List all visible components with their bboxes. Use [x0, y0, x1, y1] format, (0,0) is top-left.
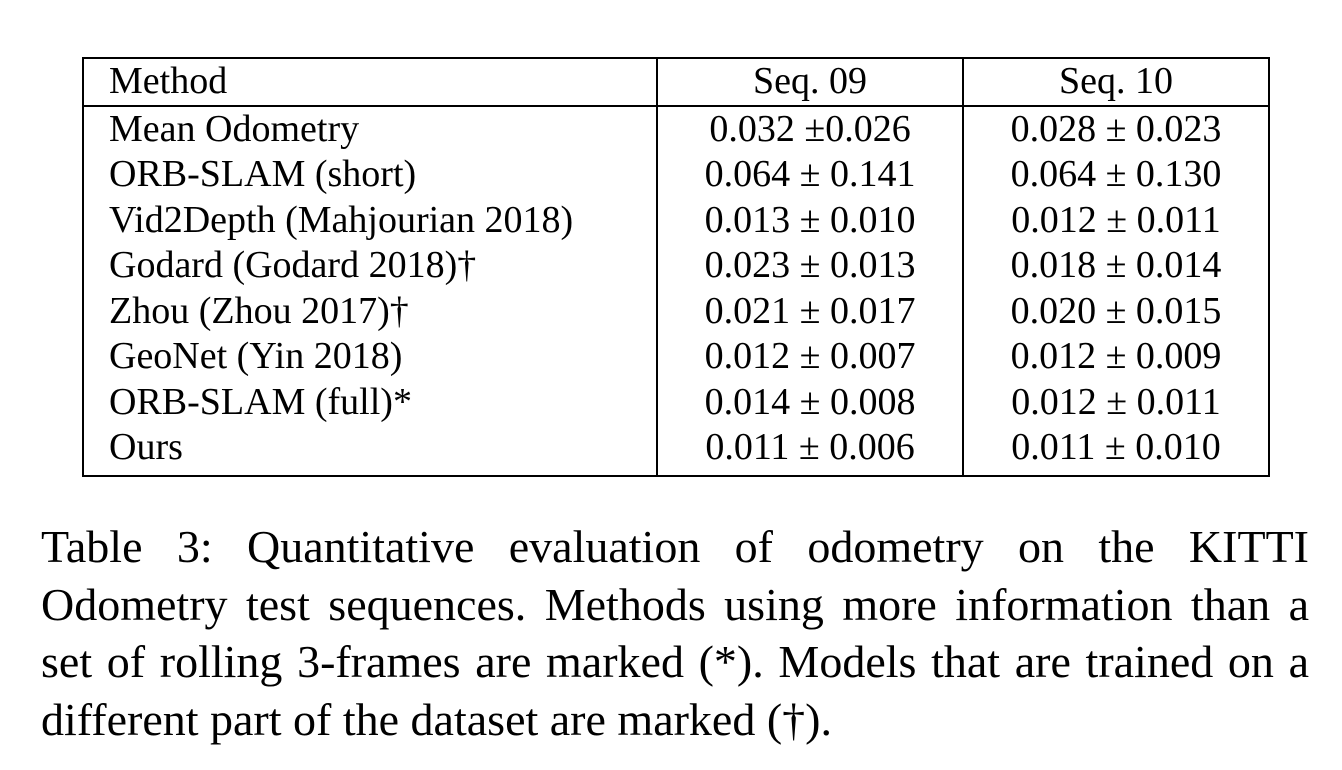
seq10-cell: 0.011 ± 0.010 [1011, 426, 1221, 468]
table-row: Zhou (Zhou 2017)† 0.021 ± 0.017 0.020 ± … [83, 288, 1269, 334]
seq10-cell: 0.018 ± 0.014 [1010, 244, 1222, 286]
method-cell: Godard (Godard 2018)† [83, 243, 659, 289]
seq10-cell: 0.012 ± 0.011 [1011, 198, 1221, 241]
seq10-cell: 0.064 ± 0.130 [1010, 153, 1222, 195]
table-body: Mean Odometry 0.032 ±0.026 0.028 ± 0.023… [83, 105, 1269, 476]
table-header-row: Method Seq. 09 Seq. 10 [83, 58, 1269, 106]
seq09-cell: 0.011 ± 0.006 [657, 425, 965, 476]
method-cell: Vid2Depth (Mahjourian 2018) [83, 197, 659, 243]
header-seq-10: Seq. 10 [1059, 60, 1173, 102]
method-cell: ORB-SLAM (short) [83, 152, 659, 198]
seq09-cell: 0.064 ± 0.141 [657, 152, 965, 198]
method-cell: Zhou (Zhou 2017)† [83, 288, 659, 334]
table-row: GeoNet (Yin 2018) 0.012 ± 0.007 0.012 ± … [83, 334, 1269, 380]
seq09-cell: 0.021 ± 0.017 [657, 288, 965, 334]
table-row: Godard (Godard 2018)† 0.023 ± 0.013 0.01… [83, 243, 1269, 289]
table-row: Mean Odometry 0.032 ±0.026 0.028 ± 0.023 [83, 105, 1269, 152]
seq10-cell: 0.012 ± 0.009 [1010, 335, 1222, 377]
seq10-cell: 0.012 ± 0.011 [1011, 380, 1221, 423]
seq09-cell: 0.023 ± 0.013 [657, 243, 965, 289]
table-caption: Table 3: Quantitative evaluation of odom… [41, 521, 1309, 745]
header-seq-09: Seq. 09 [657, 58, 965, 106]
method-cell: Mean Odometry [83, 105, 659, 152]
seq09-cell: 0.032 ±0.026 [657, 105, 965, 152]
method-cell: ORB-SLAM (full)* [83, 379, 659, 425]
seq09-cell: 0.013 ± 0.010 [657, 197, 965, 243]
table-row: Ours 0.011 ± 0.006 0.011 ± 0.010 [83, 425, 1269, 476]
header-method: Method [83, 58, 659, 106]
seq10-cell: 0.028 ± 0.023 [1010, 107, 1222, 150]
seq09-cell: 0.014 ± 0.008 [657, 379, 965, 425]
seq10-cell: 0.020 ± 0.015 [1010, 289, 1222, 332]
table-row: ORB-SLAM (full)* 0.014 ± 0.008 0.012 ± 0… [83, 379, 1269, 425]
method-cell: Ours [83, 425, 659, 476]
table-row: ORB-SLAM (short) 0.064 ± 0.141 0.064 ± 0… [83, 152, 1269, 198]
seq09-cell: 0.012 ± 0.007 [657, 334, 965, 380]
method-cell: GeoNet (Yin 2018) [83, 334, 659, 380]
results-table: Method Seq. 09 Seq. 10 Mean Odometry 0.0… [82, 57, 1270, 477]
table-row: Vid2Depth (Mahjourian 2018) 0.013 ± 0.01… [83, 197, 1269, 243]
